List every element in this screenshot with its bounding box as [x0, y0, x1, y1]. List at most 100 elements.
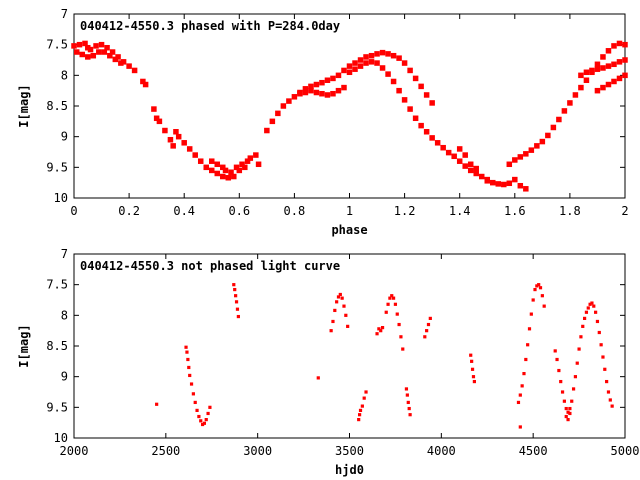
data-point	[374, 60, 380, 66]
data-point	[594, 87, 601, 94]
data-point	[518, 425, 522, 429]
data-point	[517, 182, 524, 189]
data-point	[533, 287, 537, 292]
data-point	[571, 387, 576, 391]
data-point	[236, 167, 243, 174]
data-point	[408, 413, 412, 417]
data-point	[346, 69, 353, 76]
data-point	[523, 151, 529, 157]
data-point	[592, 304, 596, 308]
data-point	[404, 387, 409, 391]
panel-title: 040412-4550.3 phased with P=284.0day	[80, 19, 340, 33]
data-point	[188, 373, 192, 378]
data-point	[131, 67, 138, 74]
data-point	[575, 361, 579, 365]
data-point	[344, 313, 348, 317]
data-point	[407, 106, 413, 112]
data-point	[608, 398, 612, 402]
x-tick-label: 4000	[427, 444, 456, 458]
data-point	[467, 161, 474, 168]
data-point	[202, 421, 207, 425]
data-point	[423, 335, 427, 339]
data-point	[112, 56, 119, 63]
x-axis-title: phase	[331, 223, 367, 237]
data-point	[586, 306, 590, 310]
data-point	[175, 133, 182, 140]
data-point	[357, 63, 364, 69]
data-point	[562, 399, 566, 403]
data-point	[524, 357, 528, 362]
data-point	[239, 161, 245, 168]
data-point	[340, 296, 344, 300]
data-point	[352, 60, 358, 66]
data-point	[490, 179, 496, 186]
data-point	[209, 158, 215, 164]
data-point	[324, 77, 331, 83]
data-point	[495, 181, 502, 187]
data-point	[570, 399, 574, 403]
data-point	[297, 90, 303, 97]
data-point	[622, 72, 628, 79]
data-point	[423, 92, 430, 98]
data-point	[406, 400, 410, 405]
data-point	[236, 314, 240, 319]
data-point	[316, 376, 320, 380]
data-point	[610, 404, 614, 408]
data-point	[599, 343, 603, 347]
data-point	[120, 59, 127, 65]
data-point	[445, 149, 452, 156]
data-point	[555, 357, 559, 362]
data-point	[600, 54, 606, 60]
data-point	[197, 414, 201, 419]
plot-frame	[73, 13, 626, 199]
data-point	[428, 316, 432, 320]
data-point	[140, 78, 146, 85]
data-point	[329, 329, 333, 333]
data-point	[605, 81, 612, 88]
data-point	[71, 43, 77, 49]
data-point	[233, 164, 240, 171]
data-point	[568, 411, 572, 416]
data-point	[472, 379, 476, 384]
data-point	[170, 143, 176, 149]
data-point	[244, 158, 251, 164]
plot-frame	[73, 253, 626, 439]
data-point	[82, 40, 88, 47]
data-point	[185, 350, 189, 354]
data-point	[399, 335, 403, 339]
data-point	[397, 322, 401, 327]
data-point	[363, 60, 369, 66]
data-point	[581, 324, 585, 328]
data-point	[401, 347, 405, 351]
data-point	[98, 41, 105, 48]
data-point	[363, 54, 369, 60]
data-point	[386, 302, 390, 306]
data-point	[534, 143, 540, 149]
data-point	[440, 144, 446, 151]
y-tick-label: 9	[61, 370, 68, 384]
data-point	[222, 167, 229, 174]
data-point	[357, 57, 364, 63]
data-point	[234, 300, 239, 304]
data-point	[247, 155, 254, 161]
data-point	[456, 146, 463, 152]
data-point	[566, 410, 570, 414]
data-point	[434, 140, 441, 146]
data-point	[93, 43, 99, 49]
data-point	[368, 59, 375, 65]
data-point	[341, 67, 347, 74]
data-point	[360, 404, 364, 408]
data-point	[583, 69, 590, 76]
data-point	[195, 408, 199, 412]
data-point	[473, 170, 479, 177]
data-point	[579, 335, 583, 339]
data-point	[561, 108, 568, 114]
data-point	[336, 295, 341, 299]
data-point	[396, 87, 402, 94]
data-point	[611, 78, 617, 85]
data-point	[331, 319, 335, 324]
data-point	[589, 67, 595, 74]
data-point	[429, 100, 435, 106]
data-point	[501, 181, 507, 188]
data-point	[191, 392, 195, 396]
